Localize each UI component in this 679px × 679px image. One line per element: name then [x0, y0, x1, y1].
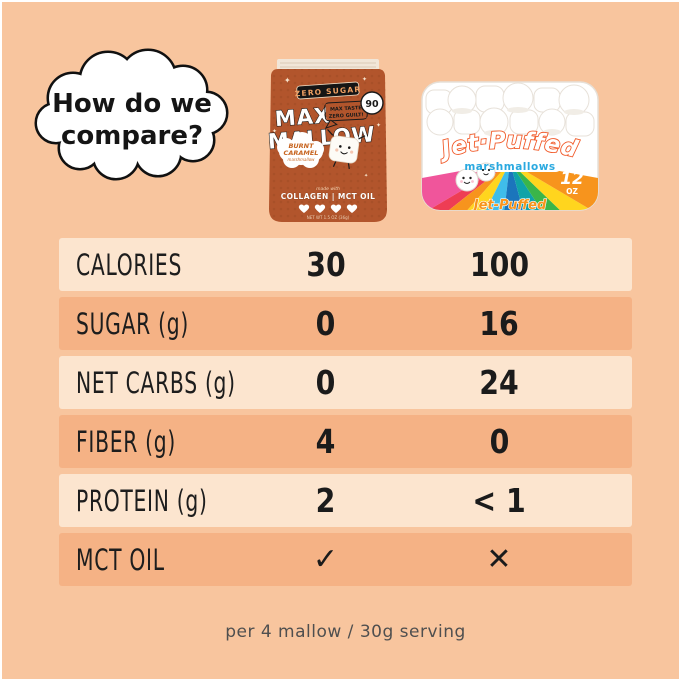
serving-note: per 4 mallow / 30g serving [225, 622, 466, 642]
check-mark-value: ✓ [248, 542, 403, 577]
jet-puffed-value: < 1 [472, 481, 526, 520]
svg-text:✦: ✦ [376, 122, 381, 129]
calories-90-badge: 90 [360, 91, 384, 115]
max-mallow-value: 0 [315, 363, 336, 402]
zero-sugar-banner: ZERO SUGAR [295, 81, 362, 100]
ingredients-label: COLLAGEN | MCT OIL [281, 192, 376, 202]
max-mallow-value: 30 [305, 245, 346, 284]
flavor-cloud: BURNT CARAMEL marshmallow [277, 132, 324, 168]
jet-puffed-value: 100 [469, 245, 529, 284]
row-label: NET CARBS (g) [76, 365, 236, 400]
tagline-line2: ZERO GUILT! [329, 112, 364, 120]
table-row-mct-oil: MCT OIL ✓ ✕ [59, 533, 632, 586]
flavor-line1: BURNT [288, 142, 314, 150]
table-row-net-carbs: NET CARBS (g) 0 24 [59, 356, 632, 409]
heart-badge-icons [298, 204, 358, 213]
bottom-brand-label: Jet-Puffed [471, 198, 547, 213]
size-number: 12 [560, 169, 584, 189]
row-label: CALORIES [76, 247, 183, 282]
svg-text:✦: ✦ [272, 128, 277, 135]
max-mallow-value: 0 [315, 304, 336, 343]
net-weight-label: NET WT 1.5 OZ (36g) [307, 215, 350, 220]
marshmallow-character-icon [327, 129, 366, 170]
cross-mark-value: ✕ [403, 542, 595, 577]
bubble-text-line1: How do we [52, 89, 212, 119]
flavor-line2: CARAMEL [284, 149, 319, 157]
tagline-line1: MAX TASTE [330, 105, 363, 113]
marshmallow-lumps [425, 82, 595, 137]
jet-puffed-subtitle: marshmallows [464, 161, 555, 173]
table-row-sugar: SUGAR (g) 0 16 [59, 297, 632, 350]
table-row-fiber: FIBER (g) 4 0 [59, 415, 632, 468]
cross-icon: ✕ [486, 542, 512, 577]
svg-text:✦: ✦ [362, 76, 367, 83]
row-label: SUGAR (g) [76, 306, 189, 341]
jet-puffed-value: 16 [479, 304, 519, 343]
made-with-label: made with [316, 186, 340, 192]
brand-line1: MAX [274, 103, 332, 131]
table-row-calories: CALORIES 30 100 [59, 238, 632, 291]
sparkle-icons: ✦ ✦ ✦ ✦ ✦ [272, 76, 381, 179]
jet-puffed-value: 0 [489, 422, 509, 461]
svg-text:✦: ✦ [364, 173, 368, 179]
row-label: PROTEIN (g) [76, 483, 208, 518]
lump-shadows [452, 107, 584, 136]
badge-90-label: 90 [365, 99, 379, 110]
thought-bubble: How do we compare? [34, 48, 229, 181]
mallow-character-icons [455, 162, 496, 192]
row-label: MCT OIL [76, 542, 165, 577]
max-mallow-product-image: ✦ ✦ ✦ ✦ ✦ ZERO SUGAR MAX MALLOW MAX TAST… [267, 59, 387, 222]
table-row-protein: PROTEIN (g) 2 < 1 [59, 474, 632, 527]
check-icon: ✓ [312, 542, 339, 577]
max-mallow-value: 2 [315, 481, 336, 520]
jet-puffed-product-image: 12 OZ Jet-Puffed Jet·Puffed marshmallows [421, 81, 599, 213]
comparison-table: CALORIES 30 100 SUGAR (g) 0 16 NET CARBS… [59, 238, 632, 592]
jet-puffed-value: 24 [479, 363, 519, 402]
row-label: FIBER (g) [76, 424, 177, 459]
max-mallow-value: 4 [315, 422, 336, 461]
size-unit: OZ [566, 187, 578, 196]
bubble-text-line2: compare? [61, 121, 203, 151]
bag-top-seal [277, 59, 379, 71]
svg-text:✦: ✦ [284, 76, 291, 85]
flavor-line3: marshmallow [288, 157, 316, 162]
